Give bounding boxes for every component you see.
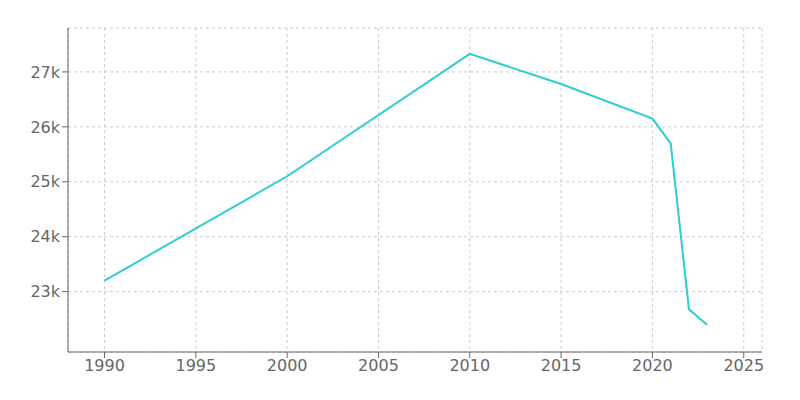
svg-text:2005: 2005 — [358, 356, 399, 375]
svg-text:2020: 2020 — [632, 356, 673, 375]
svg-text:2000: 2000 — [267, 356, 308, 375]
svg-text:26k: 26k — [30, 118, 60, 137]
svg-text:2025: 2025 — [723, 356, 764, 375]
svg-text:24k: 24k — [30, 227, 60, 246]
svg-text:25k: 25k — [30, 172, 60, 191]
svg-text:1995: 1995 — [175, 356, 216, 375]
svg-text:23k: 23k — [30, 282, 60, 301]
svg-text:1990: 1990 — [84, 356, 125, 375]
svg-text:2015: 2015 — [541, 356, 582, 375]
svg-text:27k: 27k — [30, 63, 60, 82]
svg-text:2010: 2010 — [449, 356, 490, 375]
